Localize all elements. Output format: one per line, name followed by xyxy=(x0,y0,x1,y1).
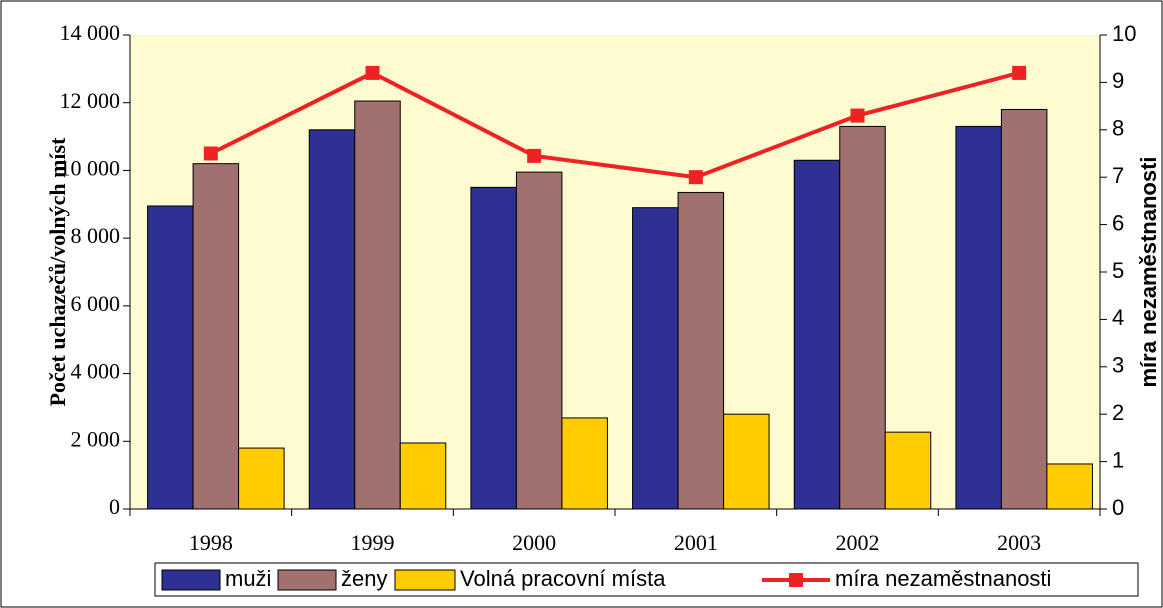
y2-tick-label: 7 xyxy=(1112,163,1124,188)
y-axis-title: Počet uchazečů/volných míst xyxy=(45,137,70,407)
y-tick-label: 0 xyxy=(109,494,120,519)
marker xyxy=(527,148,542,163)
bar xyxy=(470,186,517,510)
y2-tick-label: 5 xyxy=(1112,258,1124,283)
plot-area xyxy=(130,35,1100,509)
legend-label: míra nezaměstnanosti xyxy=(835,566,1051,591)
legend-swatch xyxy=(161,569,221,591)
line xyxy=(209,70,1020,180)
y-tick-label: 12 000 xyxy=(60,88,121,113)
y2-tick-label: 0 xyxy=(1112,495,1124,520)
marker xyxy=(688,170,703,185)
y2-tick-label: 1 xyxy=(1112,447,1124,472)
bar xyxy=(1046,463,1093,510)
y2-tick-label: 8 xyxy=(1112,116,1124,141)
marker xyxy=(365,65,380,80)
y2-tick-label: 10 xyxy=(1112,21,1136,46)
bar xyxy=(1000,108,1048,510)
y2-tick-label: 9 xyxy=(1112,68,1124,93)
bar xyxy=(354,100,401,510)
marker xyxy=(1012,65,1027,80)
x-tick-label: 2000 xyxy=(512,530,556,555)
bar xyxy=(147,205,194,510)
y2-tick-label: 3 xyxy=(1112,353,1124,378)
bar xyxy=(399,442,447,510)
bar xyxy=(192,163,240,510)
y-tick-label: 2 000 xyxy=(71,426,121,451)
bar xyxy=(561,417,608,510)
legend-label: muži xyxy=(225,566,271,591)
y2-axis-title: míra nezaměstnanosti xyxy=(1136,156,1161,387)
bar xyxy=(884,431,932,510)
y-tick-label: 10 000 xyxy=(60,155,121,180)
legend-swatch xyxy=(277,569,337,591)
x-tick-label: 2002 xyxy=(836,530,880,555)
legend-marker xyxy=(789,573,803,587)
marker xyxy=(203,146,218,161)
legend-swatch xyxy=(394,569,456,591)
bar xyxy=(955,125,1002,510)
y-tick-label: 4 000 xyxy=(71,359,121,384)
legend-label: Volná pracovní místa xyxy=(460,566,666,591)
y2-tick-label: 2 xyxy=(1112,400,1124,425)
bar xyxy=(308,129,356,510)
bar xyxy=(238,447,285,510)
x-tick-label: 2001 xyxy=(674,530,718,555)
legend-label: ženy xyxy=(341,566,387,591)
x-tick-label: 1999 xyxy=(351,530,395,555)
bar xyxy=(723,413,770,510)
bar xyxy=(793,159,841,510)
x-tick-label: 2003 xyxy=(997,530,1041,555)
y2-tick-label: 4 xyxy=(1112,305,1124,330)
x-tick-label: 1998 xyxy=(189,530,233,555)
y2-tick-label: 6 xyxy=(1112,210,1124,235)
y-tick-label: 8 000 xyxy=(71,223,121,248)
bar xyxy=(839,125,886,510)
bar xyxy=(632,207,679,510)
y-tick-label: 6 000 xyxy=(71,291,121,316)
bar xyxy=(677,191,725,510)
marker xyxy=(850,108,865,123)
y-tick-label: 14 000 xyxy=(60,20,121,45)
bar xyxy=(515,171,563,510)
